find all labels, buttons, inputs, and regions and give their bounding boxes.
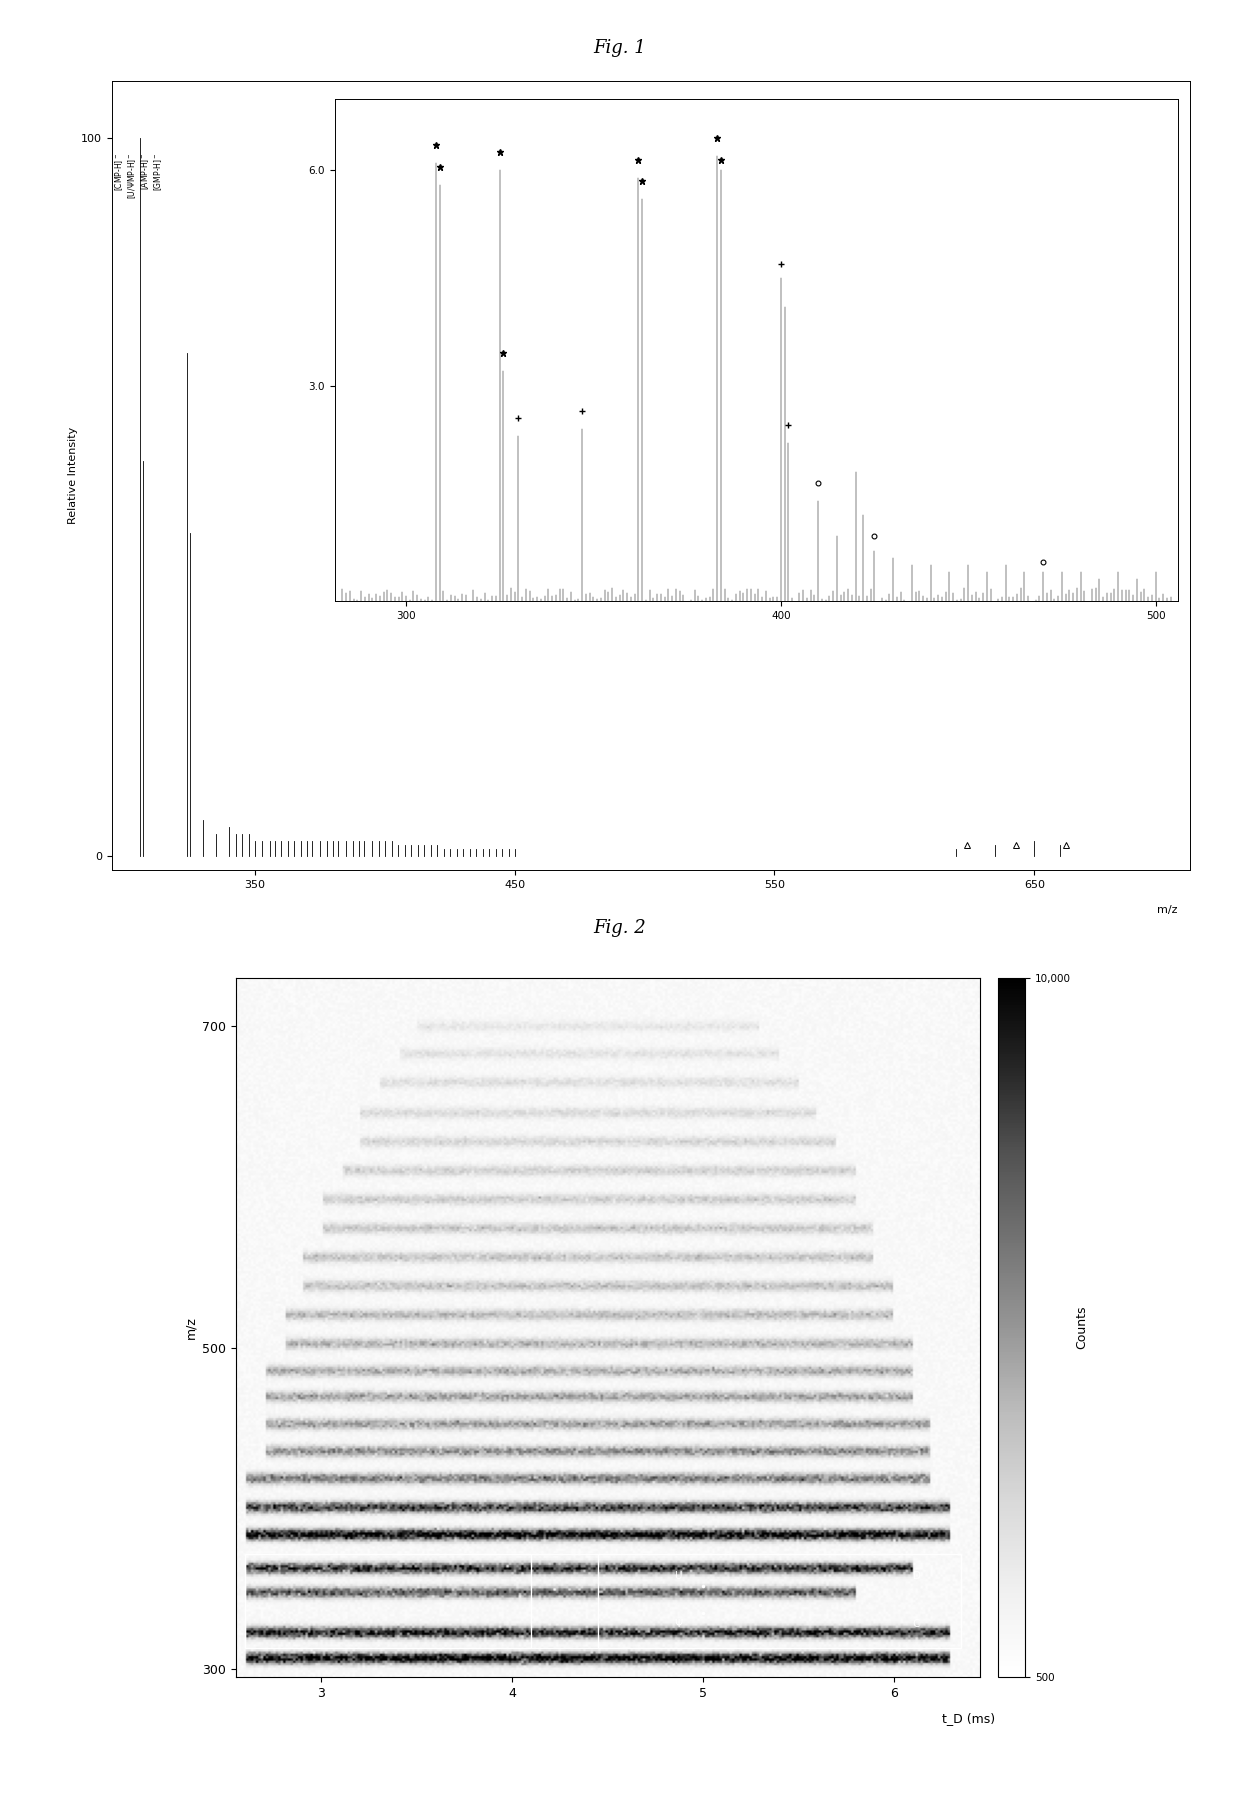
Text: [GMP-H]$^-$: [GMP-H]$^-$ — [153, 152, 164, 192]
Text: [U/ΨMP-H]$^-$: [U/ΨMP-H]$^-$ — [126, 152, 139, 199]
Text: D: D — [913, 1572, 921, 1581]
Y-axis label: m/z: m/z — [185, 1317, 197, 1338]
Text: m/z: m/z — [1157, 906, 1178, 915]
Text: Fig. 2: Fig. 2 — [594, 919, 646, 936]
Text: [AMP-H]$^-$: [AMP-H]$^-$ — [140, 152, 151, 190]
Y-axis label: Relative Intensity: Relative Intensity — [68, 427, 78, 524]
Text: C: C — [913, 1620, 920, 1629]
Text: U: U — [675, 1572, 682, 1581]
Text: t_D (ms): t_D (ms) — [941, 1713, 994, 1726]
Text: Fig. 1: Fig. 1 — [594, 39, 646, 57]
Bar — [598, 1554, 961, 1649]
Bar — [246, 1554, 531, 1649]
Text: Ψ: Ψ — [675, 1620, 682, 1629]
Text: [CMP-H]$^-$: [CMP-H]$^-$ — [114, 152, 125, 190]
Y-axis label: Counts: Counts — [1075, 1306, 1089, 1349]
